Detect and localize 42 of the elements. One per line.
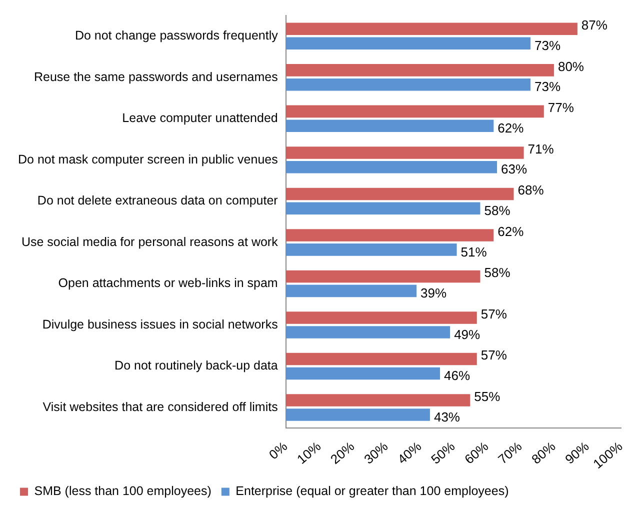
x-tick-label: 0% — [266, 438, 290, 462]
y-tick-label: Divulge business issues in social networks — [42, 317, 278, 332]
x-tick-label: 20% — [328, 438, 358, 467]
data-label: 49% — [454, 326, 481, 342]
data-label: 68% — [518, 182, 544, 198]
data-label: 55% — [474, 388, 501, 404]
data-label: 57% — [480, 306, 508, 322]
x-tick-label: 30% — [361, 438, 391, 467]
data-label: 43% — [434, 409, 460, 424]
data-label: 71% — [528, 141, 554, 156]
y-tick-label: Do not mask computer screen in public venues — [18, 152, 278, 166]
y-tick-label: Visit websites that are considered off limits — [42, 400, 278, 414]
y-tick-label: Open attachments or web-links in spam — [58, 276, 278, 290]
y-tick-label: Do not delete extraneous data on computer — [37, 194, 278, 208]
y-tick-label: Leave computer unattended — [122, 111, 278, 126]
data-label: 73% — [534, 38, 561, 53]
y-tick-label: Do not routinely back-up data — [114, 358, 278, 373]
y-tick-label: Do not change passwords frequently — [74, 28, 279, 43]
data-label: 46% — [444, 368, 470, 384]
legend-label: Enterprise (equal or greater than 100 employees) — [236, 484, 509, 498]
data-label: 77% — [548, 100, 574, 116]
data-label: 51% — [460, 244, 488, 260]
data-label: 62% — [498, 120, 524, 136]
data-label: 80% — [558, 58, 584, 74]
x-tick-label: 60% — [462, 438, 492, 467]
data-label: 58% — [484, 202, 511, 218]
data-label: 63% — [500, 162, 528, 177]
y-tick-label: Reuse the same passwords and usernames — [34, 70, 278, 84]
data-label: 58% — [484, 265, 511, 280]
data-label: 57% — [480, 348, 508, 363]
data-label: 73% — [534, 79, 561, 94]
x-tick-label: 10% — [294, 438, 324, 467]
x-tick-label: 40% — [394, 438, 424, 467]
data-label: 87% — [581, 17, 608, 32]
data-label: 62% — [498, 224, 524, 239]
x-tick-label: 90% — [562, 438, 592, 467]
y-tick-label: Use social media for personal reasons at work — [21, 234, 279, 249]
x-tick-label: 70% — [495, 438, 526, 467]
x-tick-label: 50% — [428, 438, 458, 467]
x-tick-label: 80% — [528, 438, 559, 467]
data-label: 39% — [420, 286, 448, 301]
legend-label: SMB (less than 100 employees) — [34, 484, 212, 498]
